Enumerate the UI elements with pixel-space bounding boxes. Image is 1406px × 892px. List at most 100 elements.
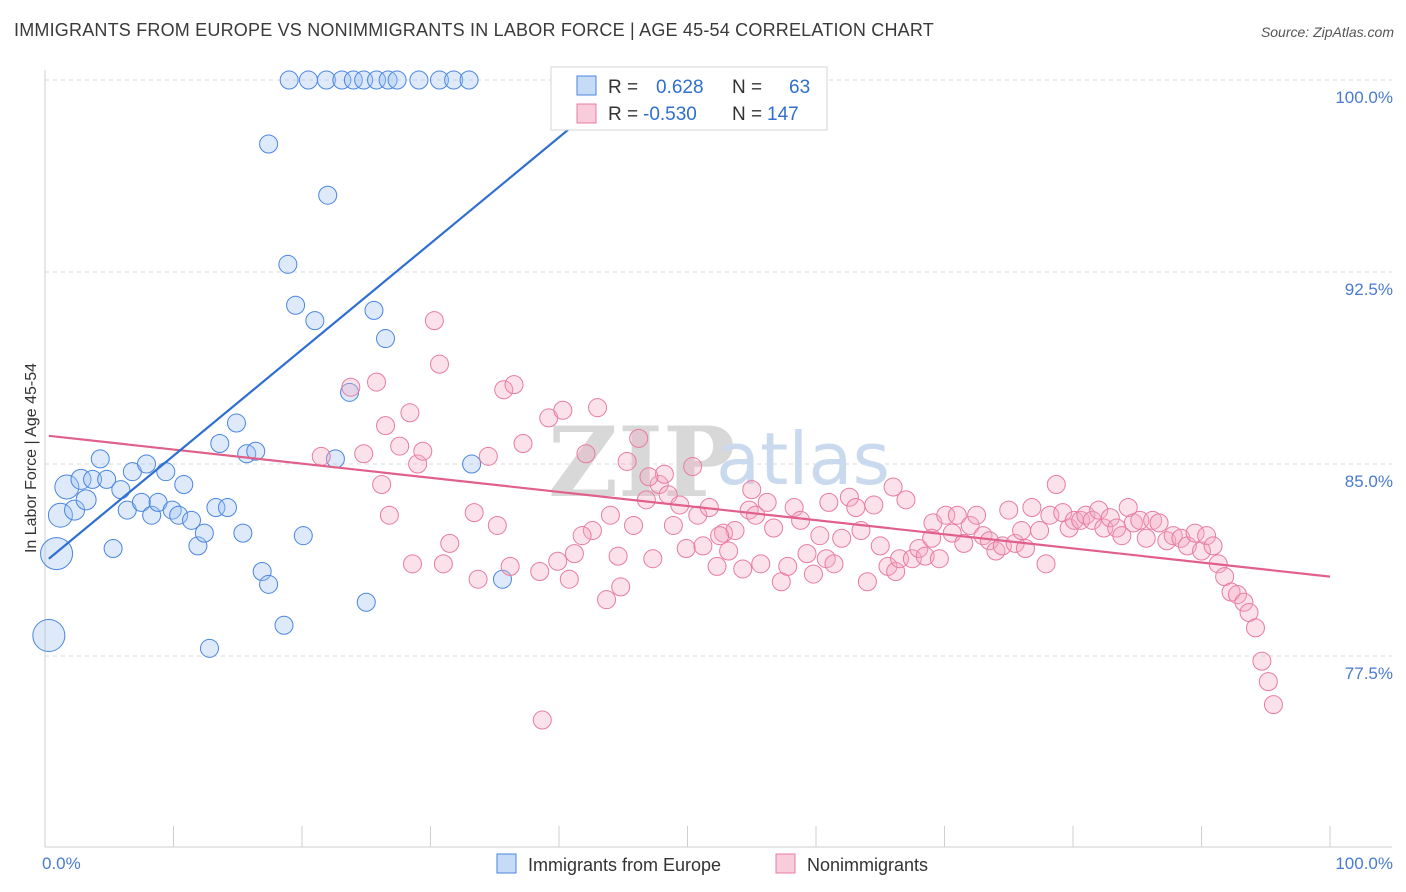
nonimmigrant-point: [429, 354, 449, 374]
nonimmigrant-point: [886, 562, 906, 582]
immigrant-point: [111, 480, 131, 500]
x-tick-label: 0.0%: [42, 854, 81, 873]
nonimmigrant-point: [532, 710, 552, 730]
nonimmigrant-point: [1112, 526, 1132, 546]
immigrant-point: [459, 70, 479, 90]
nonimmigrant-point: [372, 474, 392, 494]
nonimmigrant-point: [1076, 505, 1096, 525]
nonimmigrant-point: [553, 400, 573, 420]
nonimmigrant-point: [611, 577, 631, 597]
nonimmigrant-point: [1100, 508, 1120, 528]
nonimmigrant-point: [1022, 498, 1042, 518]
legend-swatch-blue: [576, 75, 597, 96]
nonimmigrant-point: [1157, 531, 1177, 551]
immigrant-point: [233, 523, 253, 543]
nonimmigrant-point: [693, 536, 713, 556]
nonimmigrant-point: [1046, 474, 1066, 494]
legend-n-value-2: 147: [767, 104, 799, 125]
immigrant-point: [162, 500, 182, 520]
nonimmigrant-point: [757, 492, 777, 512]
nonimmigrant-point: [1234, 592, 1254, 612]
immigrant-point: [137, 454, 157, 474]
nonimmigrants-trend-line: [48, 434, 1331, 578]
series-legend-label-pink: Nonimmigrants: [807, 855, 928, 875]
nonimmigrant-point: [725, 521, 745, 541]
nonimmigrant-point: [597, 590, 617, 610]
nonimmigrant-point: [973, 526, 993, 546]
nonimmigrant-point: [617, 451, 637, 471]
immigrant-point: [32, 619, 66, 653]
nonimmigrant-point: [751, 554, 771, 574]
nonimmigrant-point: [1118, 498, 1138, 518]
nonimmigrants-series: [311, 311, 1283, 730]
nonimmigrant-point: [478, 446, 498, 466]
nonimmigrant-point: [311, 446, 331, 466]
y-tick-label: 92.5%: [1345, 280, 1393, 299]
immigrant-point: [293, 526, 313, 546]
immigrant-point: [364, 300, 384, 320]
immigrant-point: [259, 574, 279, 594]
nonimmigrant-point: [576, 444, 596, 464]
immigrant-point: [316, 70, 336, 90]
immigrant-point: [343, 70, 363, 90]
nonimmigrant-point: [915, 546, 935, 566]
nonimmigrant-point: [986, 541, 1006, 561]
nonimmigrant-point: [1227, 585, 1247, 605]
nonimmigrant-point: [954, 533, 974, 553]
immigrant-point: [279, 70, 299, 90]
nonimmigrant-point: [683, 457, 703, 477]
nonimmigrant-point: [1012, 521, 1032, 541]
immigrant-point: [332, 70, 352, 90]
nonimmigrant-point: [367, 372, 387, 392]
nonimmigrant-point: [376, 416, 396, 436]
nonimmigrant-point: [909, 538, 929, 558]
legend-r-value-1: 0.628: [656, 77, 704, 98]
immigrant-point: [47, 502, 73, 528]
nonimmigrant-point: [999, 500, 1019, 520]
nonimmigrant-point: [408, 454, 428, 474]
immigrant-point: [156, 462, 176, 482]
nonimmigrant-point: [778, 556, 798, 576]
nonimmigrant-point: [797, 544, 817, 564]
nonimmigrant-point: [424, 311, 444, 331]
nonimmigrant-point: [764, 518, 784, 538]
nonimmigrant-point: [857, 572, 877, 592]
nonimmigrant-point: [1163, 526, 1183, 546]
immigrant-point: [83, 469, 103, 489]
y-tick-label: 100.0%: [1335, 88, 1393, 107]
nonimmigrant-point: [742, 480, 762, 500]
nonimmigrant-point: [947, 505, 967, 525]
series-legend-label-blue: Immigrants from Europe: [528, 855, 721, 875]
nonimmigrant-point: [883, 477, 903, 497]
nonimmigrant-point: [824, 554, 844, 574]
chart-title: IMMIGRANTS FROM EUROPE VS NONIMMIGRANTS …: [14, 20, 934, 40]
nonimmigrant-point: [354, 444, 374, 464]
nonimmigrant-point: [1197, 526, 1217, 546]
nonimmigrant-point: [624, 515, 644, 535]
nonimmigrant-point: [896, 490, 916, 510]
nonimmigrant-point: [468, 569, 488, 589]
nonimmigrant-point: [967, 505, 987, 525]
nonimmigrant-point: [1171, 528, 1191, 548]
axis-layer: 77.5% 85.0% 92.5% 100.0% 0.0% 100.0%: [42, 70, 1393, 873]
immigrant-point: [274, 615, 294, 635]
nonimmigrant-point: [564, 544, 584, 564]
immigrant-point: [409, 70, 429, 90]
immigrant-point: [131, 492, 151, 512]
y-tick-label: 85.0%: [1345, 472, 1393, 491]
nonimmigrant-point: [588, 398, 608, 418]
y-tick-label: 77.5%: [1345, 664, 1393, 683]
nonimmigrant-point: [1185, 523, 1205, 543]
legend-swatch-pink: [576, 103, 597, 124]
nonimmigrant-point: [791, 510, 811, 530]
nonimmigrant-point: [433, 554, 453, 574]
nonimmigrant-point: [390, 436, 410, 456]
nonimmigrant-point: [1149, 513, 1169, 533]
immigrants-trend-line: [48, 79, 630, 560]
immigrant-point: [278, 254, 298, 274]
immigrant-point: [217, 498, 237, 518]
nonimmigrant-point: [929, 549, 949, 569]
nonimmigrant-point: [494, 380, 514, 400]
immigrant-point: [367, 70, 387, 90]
nonimmigrant-point: [500, 556, 520, 576]
